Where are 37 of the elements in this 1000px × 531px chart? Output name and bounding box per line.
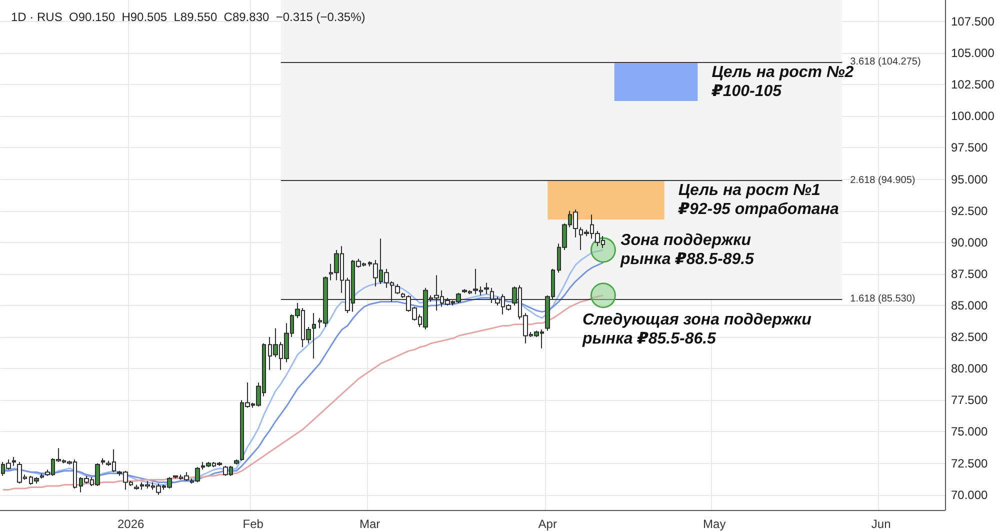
candlestick — [40, 472, 44, 479]
y-tick-label: 82.500 — [951, 330, 988, 344]
y-tick-label: 80.000 — [951, 362, 988, 376]
candlestick — [484, 282, 489, 295]
candlestick — [134, 484, 139, 490]
annotation: Следующая зона поддержки рынка ₽85.5-86.5 — [581, 312, 812, 348]
x-tick-label: Jun — [871, 517, 891, 531]
y-tick-label: 95.000 — [951, 172, 988, 186]
y-tick-label: 72.500 — [951, 456, 988, 470]
y-tick-label: 102.500 — [951, 78, 995, 92]
y-tick-label: 87.500 — [951, 266, 988, 281]
band-label: Цель на рост №1 ₽92-95 отработана — [677, 182, 839, 218]
y-tick-label: 107.500 — [951, 14, 995, 28]
x-tick-label: Apr — [538, 517, 557, 531]
y-tick-label: 100.000 — [951, 109, 995, 124]
candlestick — [395, 284, 400, 295]
y-tick-label: 105.000 — [951, 46, 995, 60]
y-tick-label: 75.000 — [951, 424, 988, 439]
y-tick-label: 70.000 — [951, 488, 988, 502]
ref-line-label: 1.618 (85.530) — [850, 293, 916, 304]
y-tick-label: 92.500 — [951, 204, 988, 218]
y-tick-label: 77.500 — [951, 393, 988, 408]
y-tick-label: 85.000 — [951, 298, 988, 312]
text: 1D · RUS O90.150 H90.505 L89.550 C89.830 −0.315 (−0.35%) — [11, 10, 366, 24]
y-tick-label: 97.500 — [951, 140, 988, 155]
y-tick-label: 90.000 — [951, 235, 988, 250]
x-tick-label: Mar — [359, 517, 380, 531]
candlestick — [234, 459, 239, 466]
ref-line-label: 2.618 (94.905) — [850, 174, 916, 186]
candlestick — [101, 458, 105, 466]
annotation: Зона поддержки рынка ₽88.5-89.5 — [619, 232, 756, 268]
x-tick-label: 2026 — [117, 517, 144, 531]
candlestick — [312, 312, 316, 360]
x-tick-label: May — [703, 517, 726, 531]
band-label: Цель на рост №2 ₽100-105 — [710, 64, 854, 100]
candlestick — [12, 456, 16, 466]
x-tick-label: Feb — [242, 517, 264, 531]
